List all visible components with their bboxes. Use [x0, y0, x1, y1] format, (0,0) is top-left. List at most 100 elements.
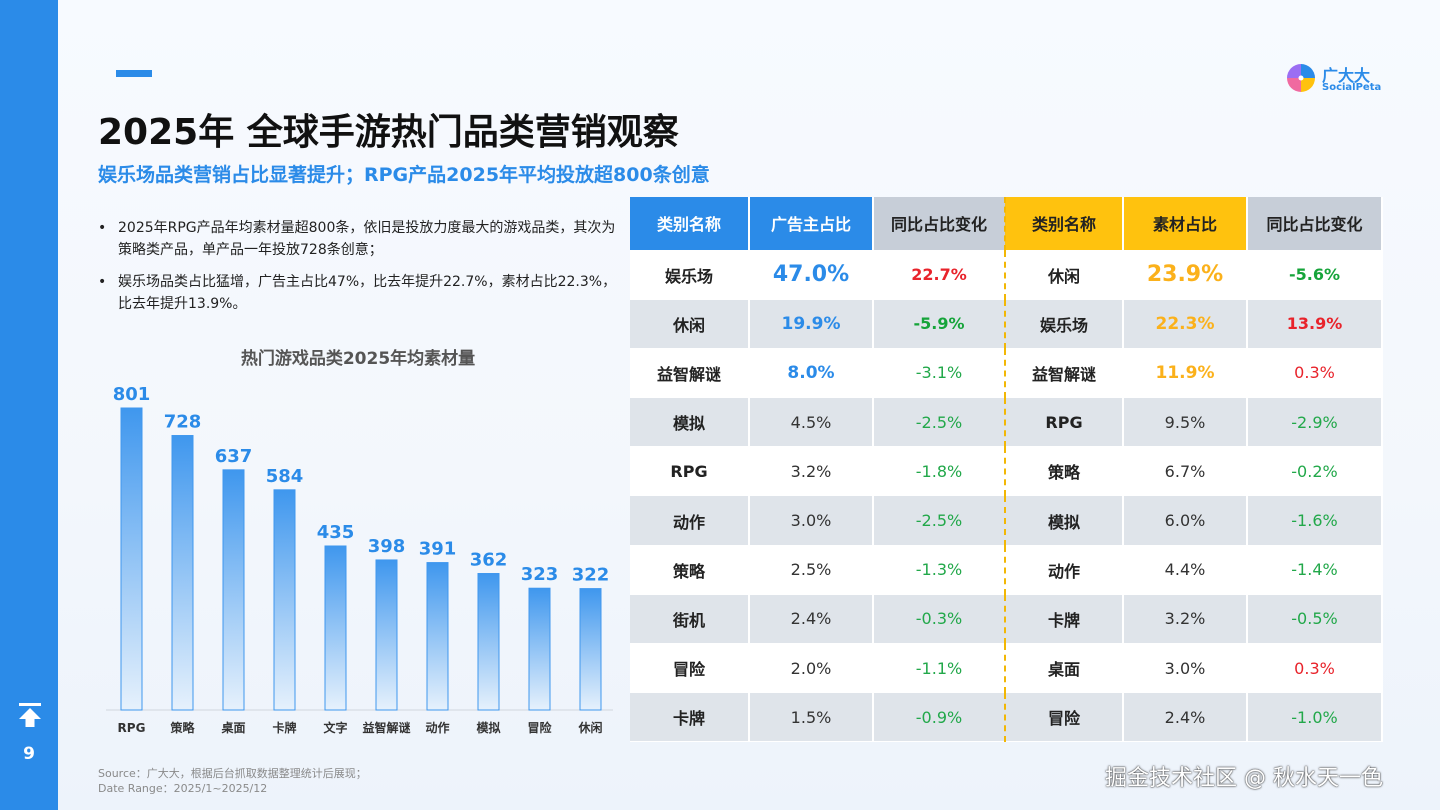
advertiser-change-cell: -2.5%: [873, 397, 1006, 448]
bar-value-label: 323: [521, 564, 559, 585]
comparison-table: 类别名称 广告主占比 同比占比变化 类别名称 素材占比 同比占比变化 娱乐场 47…: [630, 197, 1383, 743]
date-range-line: Date Range：2025/1~2025/12: [98, 782, 268, 795]
category-tick-label: 益智解谜: [362, 720, 411, 735]
advertiser-share-cell: 2.5%: [749, 545, 874, 595]
bar-7: [477, 573, 500, 711]
table-row: 策略 2.5% -1.3% 动作 4.4% -1.4%: [630, 545, 1383, 595]
advertiser-share-cell: 4.5%: [749, 397, 874, 448]
brand-logo: 广大大 SocialPeta: [1286, 62, 1406, 96]
material-share-cell: 2.4%: [1123, 692, 1248, 743]
advertiser-change-cell: -1.1%: [873, 643, 1006, 694]
material-share-cell: 9.5%: [1123, 397, 1248, 448]
advertiser-change-cell: 22.7%: [873, 250, 1006, 300]
to-top-icon[interactable]: [18, 702, 42, 728]
category-tick-label: 冒险: [527, 720, 552, 735]
bullet-text: 娱乐场品类占比猛增，广告主占比47%，比去年提升22.7%，素材占比22.3%，…: [118, 274, 617, 312]
material-change-cell: -2.9%: [1247, 397, 1383, 448]
advertiser-change-cell: -0.3%: [873, 594, 1006, 645]
bar-value-label: 362: [470, 550, 508, 571]
category-name-right: 卡牌: [1005, 594, 1124, 645]
table-row: 卡牌 1.5% -0.9% 冒险 2.4% -1.0%: [630, 692, 1383, 743]
source-note: Source：广大大，根据后台抓取数据整理统计后展现； Date Range：2…: [98, 766, 367, 796]
material-change-cell: -1.6%: [1247, 495, 1383, 546]
watermark: 掘金技术社区 @ 秋水天一色: [1105, 766, 1383, 791]
material-share-cell: 22.3%: [1123, 299, 1248, 349]
category-name-right: 动作: [1005, 545, 1124, 595]
category-tick-label: 动作: [425, 720, 449, 735]
advertiser-share-cell: 19.9%: [749, 299, 874, 349]
category-tick-label: 卡牌: [272, 720, 296, 735]
bullet-point: • 2025年RPG产品年均素材量超800条，依旧是投放力度最大的游戏品类，其次…: [98, 217, 618, 261]
table-row: RPG 3.2% -1.8% 策略 6.7% -0.2%: [630, 446, 1383, 497]
category-name-left: 益智解谜: [630, 348, 750, 399]
bar-value-label: 391: [419, 539, 457, 560]
pie-logo-icon: [1287, 64, 1315, 92]
category-name-left: RPG: [630, 446, 750, 497]
col-header-advertiser-change: 同比占比变化: [873, 197, 1006, 251]
material-share-cell: 4.4%: [1123, 545, 1248, 595]
source-line: Source：广大大，根据后台抓取数据整理统计后展现；: [98, 767, 367, 780]
material-change-cell: -0.5%: [1247, 594, 1383, 645]
material-share-cell: 3.2%: [1123, 594, 1248, 645]
advertiser-share-cell: 1.5%: [749, 692, 874, 743]
bar-0: [120, 407, 143, 711]
page-title: 2025年 全球手游热门品类营销观察: [98, 112, 679, 153]
advertiser-share-cell: 3.0%: [749, 495, 874, 546]
title-accent-bar: [116, 70, 152, 77]
table-row: 模拟 4.5% -2.5% RPG 9.5% -2.9%: [630, 397, 1383, 448]
advertiser-share-cell: 2.0%: [749, 643, 874, 694]
advertiser-change-cell: -0.9%: [873, 692, 1006, 743]
bar-1: [171, 435, 194, 711]
advertiser-share-cell: 2.4%: [749, 594, 874, 645]
bar-2: [222, 469, 245, 711]
bar-5: [375, 559, 398, 711]
page-subtitle: 娱乐场品类营销占比显著提升；RPG产品2025年平均投放超800条创意: [98, 164, 710, 186]
bar-6: [426, 562, 449, 711]
category-name-left: 策略: [630, 545, 750, 595]
category-share-table: 类别名称 广告主占比 同比占比变化 类别名称 素材占比 同比占比变化 娱乐场 47…: [630, 197, 1383, 744]
category-name-right: RPG: [1005, 397, 1124, 448]
material-change-cell: -1.0%: [1247, 692, 1383, 743]
table-row: 休闲 19.9% -5.9% 娱乐场 22.3% 13.9%: [630, 299, 1383, 349]
page-number: 9: [23, 744, 35, 764]
advertiser-share-cell: 8.0%: [749, 348, 874, 399]
table-row: 街机 2.4% -0.3% 卡牌 3.2% -0.5%: [630, 594, 1383, 645]
category-name-left: 冒险: [630, 643, 750, 694]
category-tick-label: RPG: [118, 721, 146, 735]
advertiser-share-cell: 47.0%: [749, 250, 874, 300]
material-change-cell: 0.3%: [1247, 643, 1383, 694]
bar-value-label: 584: [266, 466, 304, 487]
material-share-cell: 6.0%: [1123, 495, 1248, 546]
advertiser-change-cell: -3.1%: [873, 348, 1006, 399]
category-name-right: 休闲: [1005, 250, 1124, 300]
category-name-right: 策略: [1005, 446, 1124, 497]
chart-title: 热门游戏品类2025年均素材量: [240, 349, 476, 369]
bar-value-label: 398: [368, 536, 406, 557]
category-tick-label: 休闲: [577, 720, 602, 735]
material-share-cell: 23.9%: [1123, 250, 1248, 300]
category-name-right: 娱乐场: [1005, 299, 1124, 349]
table-row: 益智解谜 8.0% -3.1% 益智解谜 11.9% 0.3%: [630, 348, 1383, 399]
material-share-cell: 11.9%: [1123, 348, 1248, 399]
category-tick-label: 策略: [170, 720, 195, 735]
material-share-cell: 6.7%: [1123, 446, 1248, 497]
category-name-left: 卡牌: [630, 692, 750, 743]
bar-chart: 801 RPG 728 策略 637 桌面 584 卡牌 435 文字 398 益智解谜 391 动作 36…: [106, 384, 613, 735]
logo-text-en: SocialPeta: [1322, 82, 1382, 93]
category-name-left: 娱乐场: [630, 250, 750, 300]
col-header-advertiser-share: 广告主占比: [749, 197, 874, 251]
advertiser-share-cell: 3.2%: [749, 446, 874, 497]
bullet-marker: •: [98, 220, 107, 236]
table-row: 动作 3.0% -2.5% 模拟 6.0% -1.6%: [630, 495, 1383, 546]
category-name-left: 街机: [630, 594, 750, 645]
bar-3: [273, 489, 296, 711]
material-change-cell: -1.4%: [1247, 545, 1383, 595]
bar-4: [324, 545, 347, 711]
category-tick-label: 模拟: [476, 720, 500, 735]
advertiser-change-cell: -5.9%: [873, 299, 1006, 349]
material-change-cell: -5.6%: [1247, 250, 1383, 300]
material-change-cell: 13.9%: [1247, 299, 1383, 349]
bar-8: [528, 587, 551, 711]
bar-value-label: 801: [113, 384, 151, 405]
